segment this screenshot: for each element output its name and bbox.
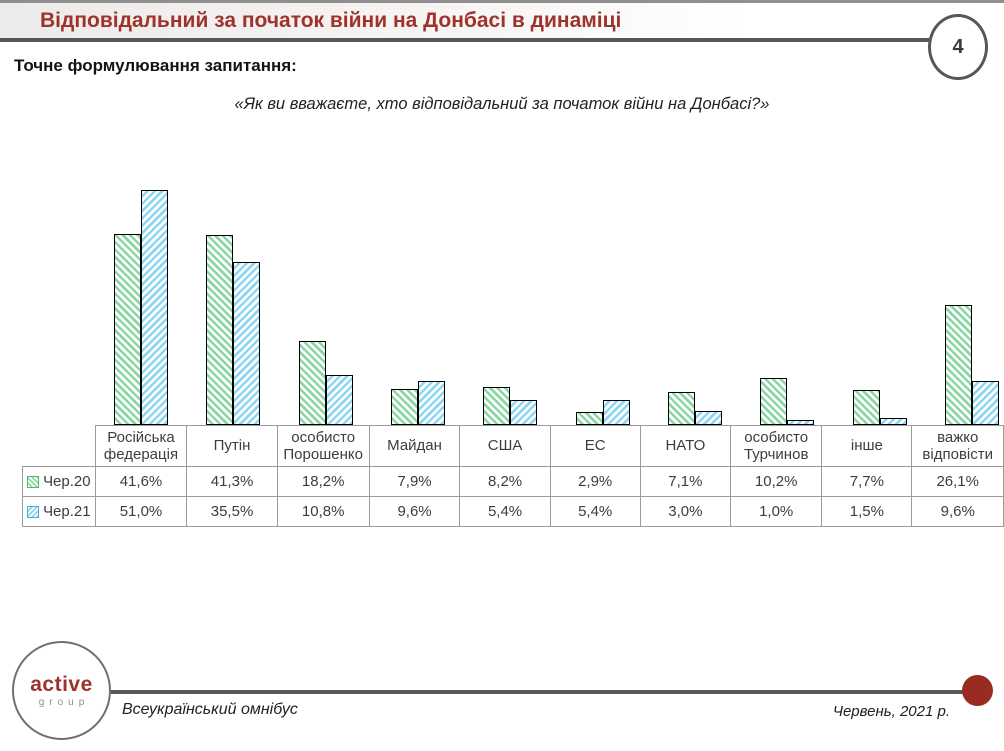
bar-Чер.20-Путін bbox=[206, 235, 234, 425]
category-header: ЕС bbox=[549, 425, 641, 467]
table-corner-empty bbox=[23, 426, 96, 467]
bar-Чер.20-інше bbox=[852, 389, 880, 425]
value-cell: 8,2% bbox=[459, 466, 551, 497]
bar-Чер.20-особисто Порошенко bbox=[298, 341, 326, 425]
footer-survey-name: Всеукраїнський омнібус bbox=[122, 701, 298, 718]
value-cell: 10,8% bbox=[276, 496, 370, 527]
series-label: Чер.20 bbox=[43, 472, 91, 490]
legend-cell: Чер.21 bbox=[22, 496, 96, 527]
category-header: інше bbox=[821, 425, 913, 467]
value-cell: 1,5% bbox=[821, 496, 913, 527]
bar-Чер.21-інше bbox=[879, 418, 907, 425]
value-cell: 10,2% bbox=[730, 466, 823, 497]
value-cell: 51,0% bbox=[94, 496, 188, 527]
category-header: США bbox=[459, 425, 551, 467]
category-header: Російська федерація bbox=[94, 425, 188, 467]
value-cell: 9,6% bbox=[911, 496, 1004, 527]
category-header: важко відповісти bbox=[911, 425, 1004, 467]
value-cell: 35,5% bbox=[186, 496, 278, 527]
value-cell: 1,0% bbox=[730, 496, 823, 527]
bar-Чер.21-США bbox=[510, 400, 538, 425]
active-group-logo: active group bbox=[12, 641, 111, 740]
page-number-badge: 4 bbox=[928, 14, 988, 80]
series-label: Чер.21 bbox=[43, 502, 91, 520]
legend-cell: Чер.20 bbox=[22, 466, 96, 497]
bar-Чер.20-ЕС bbox=[575, 411, 603, 425]
blue-hatch-swatch-icon bbox=[27, 505, 40, 518]
bar-Чер.21-Майдан bbox=[418, 380, 446, 425]
title-banner: Відповідальний за початок війни на Донба… bbox=[0, 3, 1004, 38]
table-row: Чер.21 51,0% 35,5% 10,8% 9,6% 5,4% 5,4% 3,0% 1,0… bbox=[22, 496, 1004, 527]
value-cell: 7,9% bbox=[368, 466, 461, 497]
category-header: Путін bbox=[186, 425, 278, 467]
title-underline bbox=[0, 38, 932, 42]
bar-Чер.21-важко відповісти bbox=[971, 380, 999, 425]
bar-Чер.20-США bbox=[483, 387, 511, 425]
bar-Чер.21-особисто Турчинов bbox=[787, 420, 815, 425]
value-cell: 7,7% bbox=[821, 466, 913, 497]
value-cell: 9,6% bbox=[368, 496, 461, 527]
value-cell: 2,9% bbox=[549, 466, 641, 497]
bar-Чер.20-важко відповісти bbox=[944, 304, 972, 425]
category-header: особисто Порошенко bbox=[276, 425, 370, 467]
value-cell: 18,2% bbox=[276, 466, 370, 497]
category-header: особисто Турчинов bbox=[730, 425, 823, 467]
category-header: Майдан bbox=[368, 425, 461, 467]
footer-red-dot-icon bbox=[962, 675, 993, 706]
bar-Чер.20-Російська федерація bbox=[114, 233, 142, 425]
chart-data-table: Російська федерація Путін особисто Порошен… bbox=[22, 425, 1004, 527]
green-hatch-swatch-icon bbox=[27, 475, 40, 488]
value-cell: 7,1% bbox=[639, 466, 732, 497]
page-number: 4 bbox=[952, 35, 964, 58]
logo-text-secondary: group bbox=[38, 696, 90, 708]
value-cell: 41,6% bbox=[94, 466, 188, 497]
value-cell: 5,4% bbox=[549, 496, 641, 527]
value-cell: 5,4% bbox=[459, 496, 551, 527]
question-label: Точне формулювання запитання: bbox=[14, 56, 297, 75]
value-cell: 26,1% bbox=[911, 466, 1004, 497]
bar-Чер.21-НАТО bbox=[694, 411, 722, 425]
bar-Чер.20-особисто Турчинов bbox=[760, 378, 788, 425]
question-quote: «Як ви вважаєте, хто відповідальний за п… bbox=[234, 95, 770, 113]
footer-date: Червень, 2021 р. bbox=[832, 703, 950, 720]
bar-Чер.20-Майдан bbox=[391, 388, 419, 425]
value-cell: 41,3% bbox=[186, 466, 278, 497]
bar-Чер.21-особисто Порошенко bbox=[325, 375, 353, 425]
footer-divider bbox=[100, 690, 965, 694]
table-row: Чер.20 41,6% 41,3% 18,2% 7,9% 8,2% 2,9% 7,1% 10,… bbox=[22, 466, 1004, 497]
bar-Чер.21-Путін bbox=[233, 261, 261, 425]
category-header: НАТО bbox=[639, 425, 732, 467]
page-title: Відповідальний за початок війни на Донба… bbox=[40, 9, 622, 32]
logo-text-primary: active bbox=[30, 672, 93, 696]
bar-Чер.21-Російська федерація bbox=[141, 190, 169, 425]
value-cell: 3,0% bbox=[639, 496, 732, 527]
bar-Чер.21-ЕС bbox=[602, 400, 630, 425]
bar-Чер.20-НАТО bbox=[667, 392, 695, 425]
top-border-strip bbox=[0, 0, 1004, 3]
